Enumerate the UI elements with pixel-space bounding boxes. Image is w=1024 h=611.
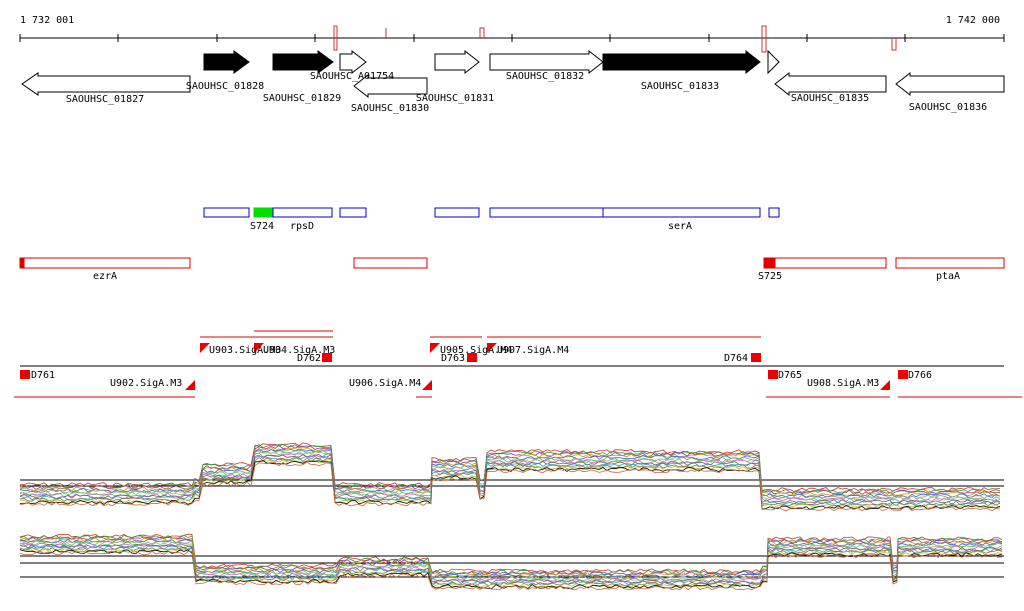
- segment-label: D766: [908, 370, 932, 381]
- expression-profile: [19, 458, 1001, 509]
- axis-markers: [333, 25, 897, 53]
- segment-label: U902.SigA.M3: [110, 378, 182, 389]
- feature-label: S724: [250, 221, 274, 232]
- feature-label: rpsD: [290, 221, 314, 232]
- axis-start: 1 732 001: [20, 15, 74, 26]
- expression-profile: [19, 449, 1001, 500]
- expression-profile: [19, 546, 1003, 587]
- region-label: ezrA: [93, 271, 117, 282]
- expression-profile: [19, 448, 1001, 498]
- gene-label: SAOUHSC_01827: [66, 94, 144, 105]
- segment-label: U903.SigA.M3: [209, 345, 281, 356]
- expression-profile: [19, 461, 1001, 512]
- coordinate-axis: [19, 34, 1005, 42]
- gene-label: SAOUHSC_01830: [351, 103, 429, 114]
- region-label: ptaA: [936, 271, 960, 282]
- segment-label: U904.SigA.M3: [263, 345, 335, 356]
- segment-label: U906.SigA.M4: [349, 378, 421, 389]
- expression-profile: [19, 541, 1003, 582]
- segment-label: D765: [778, 370, 802, 381]
- expression-profile: [19, 442, 1001, 492]
- segment-label: D762: [297, 353, 321, 364]
- expression-profile: [19, 542, 1003, 583]
- feature-boxes: [203, 207, 780, 218]
- gene-label: SAOUHSC_01829: [263, 93, 341, 104]
- region-boxes: [19, 257, 1005, 269]
- segment-track: [14, 330, 1022, 398]
- gene-label: SAOUHSC_01832: [506, 71, 584, 82]
- segment-label: U905.SigA.M4: [440, 345, 512, 356]
- segment-label: U908.SigA.M3: [807, 378, 879, 389]
- axis-end: 1 742 000: [946, 15, 1000, 26]
- expression-profile: [19, 549, 1003, 589]
- expression-profile: [19, 550, 1003, 591]
- gene-arrows: [21, 49, 1005, 99]
- expression-profile: [19, 539, 1003, 580]
- expression-profile: [19, 455, 1001, 506]
- gene-label: SAOUHSC_01835: [791, 93, 869, 104]
- expression-profile: [19, 443, 1001, 494]
- gene-label: SAOUHSC_01833: [641, 81, 719, 92]
- segment-label: U907.SigA.M4: [497, 345, 569, 356]
- segment-label: D763: [441, 353, 465, 364]
- expression-tracks: [19, 442, 1004, 591]
- expression-profile: [19, 445, 1001, 495]
- gene-label: SAOUHSC_A01754: [310, 71, 394, 82]
- expression-profile: [19, 533, 1003, 574]
- segment-label: D764: [724, 353, 748, 364]
- region-label: S725: [758, 271, 782, 282]
- gene-label: SAOUHSC_01828: [186, 81, 264, 92]
- gene-label: SAOUHSC_01831: [416, 93, 494, 104]
- gene-label: SAOUHSC_01836: [909, 102, 987, 113]
- segment-label: D761: [31, 370, 55, 381]
- expression-profile: [19, 460, 1001, 510]
- expression-profile: [19, 452, 1001, 503]
- feature-label: serA: [668, 221, 692, 232]
